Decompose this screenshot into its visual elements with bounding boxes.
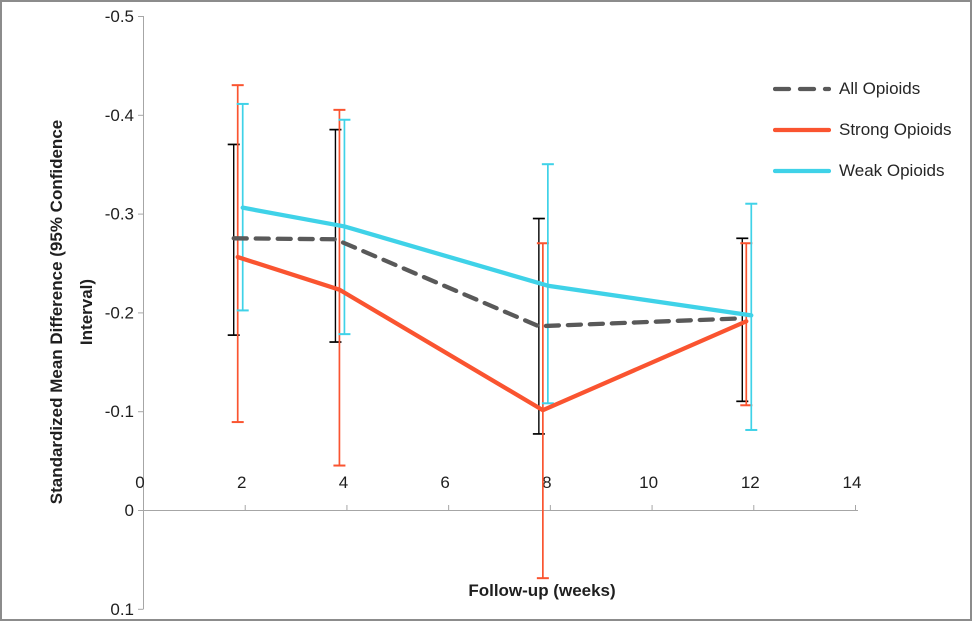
y-tick-label: 0 <box>125 501 134 520</box>
strong-opioids-line-sample-icon <box>773 127 831 132</box>
x-axis-title: Follow-up (weeks) <box>468 581 616 600</box>
x-tick-label: 4 <box>339 473 348 492</box>
x-tick-label: 10 <box>639 473 658 492</box>
y-tick-label: 0.1 <box>110 600 134 619</box>
all-opioids-line-sample-icon <box>773 86 831 91</box>
y-tick-label: -0.4 <box>105 106 134 125</box>
y-axis-title-line1: Standardized Mean Difference (95% Confid… <box>47 119 66 505</box>
x-tick-label: 14 <box>843 473 862 492</box>
x-tick-label: 6 <box>440 473 449 492</box>
x-tick-label: 8 <box>542 473 551 492</box>
series-line <box>231 236 745 329</box>
legend-label: All Opioids <box>839 78 921 98</box>
y-tick-label: -0.5 <box>105 7 134 26</box>
legend-item-strong-opioids: Strong Opioids <box>773 109 951 150</box>
legend-item-weak-opioids: Weak Opioids <box>773 150 951 191</box>
x-tick-label: 2 <box>237 473 246 492</box>
y-axis-title-line2: Interval) <box>77 278 96 346</box>
x-tick-label: 0 <box>135 473 144 492</box>
legend-label: Strong Opioids <box>839 119 952 139</box>
series-line <box>235 254 749 413</box>
legend-item-all-opioids: All Opioids <box>773 68 951 109</box>
series-line <box>240 205 754 318</box>
y-tick-label: -0.1 <box>105 402 134 421</box>
weak-opioids-line-sample-icon <box>773 168 831 173</box>
y-tick-label: -0.2 <box>105 303 134 322</box>
legend-label: Weak Opioids <box>839 160 945 180</box>
y-axis-title: Standardized Mean Difference (95% Confid… <box>42 2 102 619</box>
x-tick-label: 12 <box>741 473 760 492</box>
y-tick-label: -0.3 <box>105 205 134 224</box>
legend: All Opioids Strong Opioids Weak Opioids <box>773 68 951 191</box>
